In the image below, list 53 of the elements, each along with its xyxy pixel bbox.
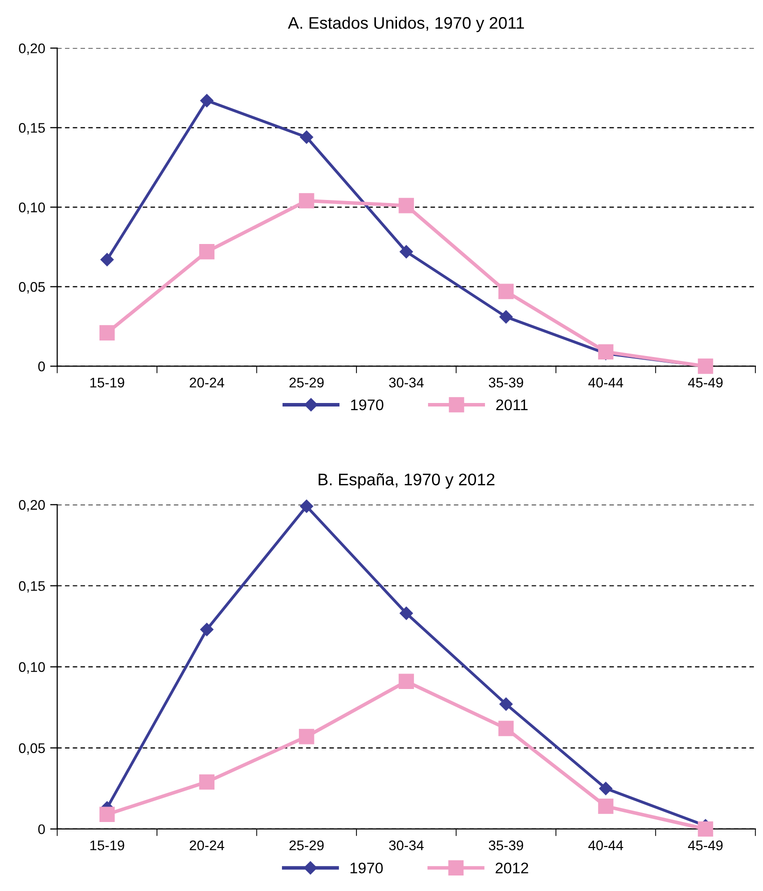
y-tick-label: 0	[38, 362, 45, 372]
point	[99, 325, 115, 340]
point	[400, 245, 413, 258]
x-tick-label: 15-19	[90, 840, 124, 850]
point	[499, 698, 513, 711]
point	[498, 284, 514, 300]
point	[498, 720, 514, 736]
point	[698, 821, 714, 837]
point	[200, 622, 214, 636]
x-tick-label: 40-44	[588, 378, 624, 388]
x-tick-label: 20-24	[190, 840, 224, 850]
y-tick-label: 0,10	[18, 662, 45, 674]
legend-label: 1970	[351, 399, 384, 410]
legend-label: 1970	[350, 862, 383, 874]
y-tick-label: 0,20	[18, 43, 45, 55]
x-tick-label: 35-39	[488, 378, 524, 388]
point	[298, 728, 314, 744]
point	[398, 198, 414, 214]
legend-label: 2012	[496, 862, 528, 874]
chart-title: A. Estados Unidos, 1970 y 2011	[288, 16, 524, 32]
chart-title: B. España, 1970 y 2012	[318, 473, 494, 489]
y-tick-label: 0,15	[18, 581, 45, 593]
y-tick-label: 0,05	[18, 743, 45, 755]
x-tick-label: 45-49	[688, 840, 723, 850]
x-tick-label: 20-24	[190, 378, 224, 388]
point	[598, 344, 614, 360]
point	[499, 310, 513, 324]
point	[599, 782, 612, 796]
point	[100, 253, 114, 266]
x-tick-label: 45-49	[688, 378, 723, 388]
legend-label: 2011	[496, 399, 528, 410]
point	[200, 94, 214, 108]
point	[300, 130, 314, 144]
point	[199, 774, 214, 790]
x-tick-label: 30-34	[389, 378, 424, 388]
point	[300, 500, 314, 513]
y-tick-label: 0,05	[18, 282, 45, 294]
x-tick-label: 40-44	[588, 840, 624, 850]
x-tick-label: 35-39	[488, 840, 524, 850]
x-tick-label: 15-19	[90, 378, 124, 388]
x-tick-label: 25-29	[290, 378, 324, 388]
y-tick-label: 0,20	[18, 500, 45, 512]
y-tick-label: 0,15	[18, 122, 45, 134]
point	[398, 674, 414, 690]
x-tick-label: 30-34	[389, 840, 424, 850]
point	[199, 244, 214, 260]
point	[298, 193, 314, 208]
point	[598, 798, 614, 814]
x-tick-label: 25-29	[290, 840, 324, 850]
point	[99, 806, 115, 822]
y-tick-label: 0	[38, 824, 45, 834]
point	[400, 606, 413, 620]
y-tick-label: 0,10	[18, 202, 45, 214]
